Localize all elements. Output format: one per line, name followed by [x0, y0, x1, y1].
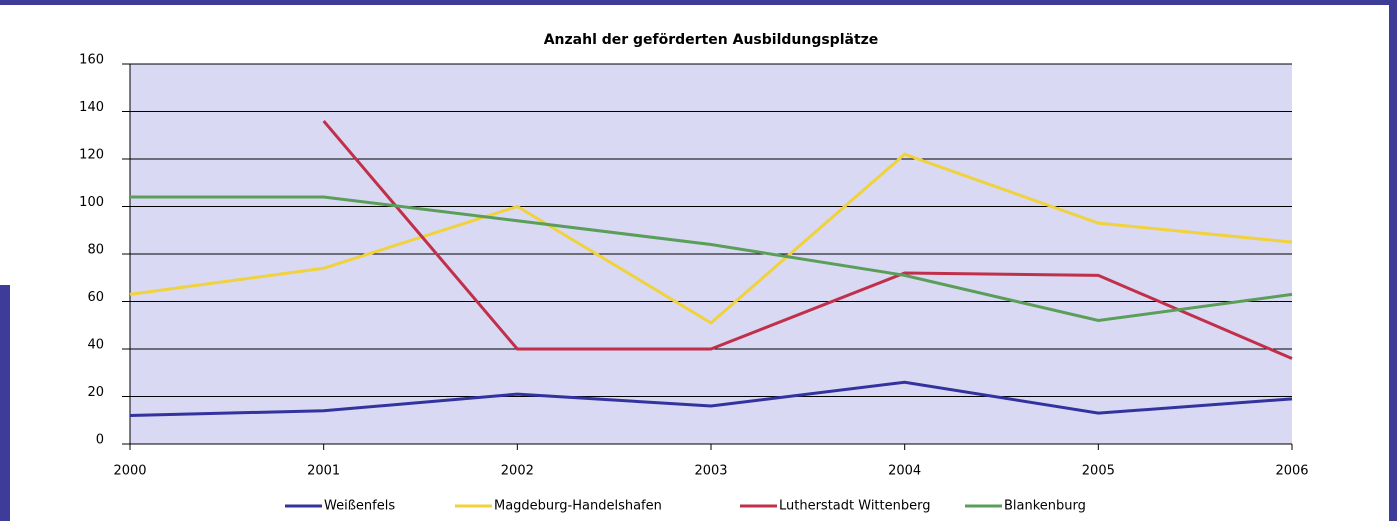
chart-title: Anzahl der geförderten Ausbildungsplätze [544, 32, 879, 48]
y-tick-label: 100 [79, 195, 104, 210]
y-tick-label: 160 [79, 53, 104, 68]
x-tick-label: 2003 [694, 464, 727, 479]
legend-label: Weißenfels [324, 499, 395, 514]
legend-label: Magdeburg-Handelshafen [494, 499, 662, 514]
y-tick-label: 80 [87, 243, 104, 258]
y-tick-label: 60 [87, 290, 104, 305]
series-line [129, 152, 1293, 325]
series-line [129, 380, 1293, 417]
y-tick-label: 140 [79, 100, 104, 115]
frame-left [0, 285, 10, 521]
x-tick-label: 2002 [501, 464, 534, 479]
x-tick-label: 2006 [1275, 464, 1308, 479]
y-tick-label: 120 [79, 148, 104, 163]
x-tick-label: 2004 [888, 464, 921, 479]
x-tick-label: 2005 [1082, 464, 1115, 479]
x-tick-label: 2001 [307, 464, 340, 479]
y-tick-label: 20 [87, 385, 104, 400]
frame-right [1389, 0, 1397, 521]
x-tick-label: 2000 [113, 464, 146, 479]
legend-label: Blankenburg [1004, 499, 1086, 514]
y-tick-label: 40 [87, 338, 104, 353]
legend-label: Lutherstadt Wittenberg [779, 499, 930, 514]
frame-top [0, 0, 1397, 5]
y-tick-label: 0 [96, 433, 104, 448]
series-line [322, 120, 1293, 360]
series-line [130, 195, 1293, 323]
